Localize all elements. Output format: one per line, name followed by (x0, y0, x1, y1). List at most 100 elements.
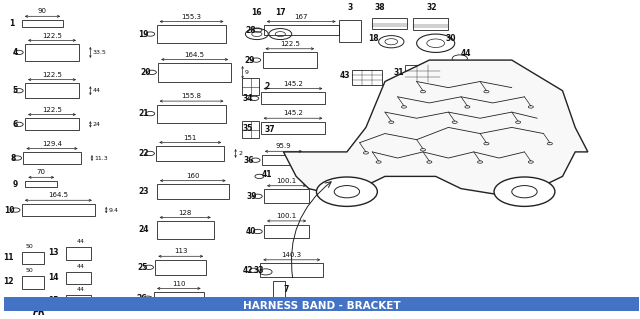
Text: 145.2: 145.2 (283, 81, 303, 87)
Bar (260, 263, 323, 277)
Text: 4: 4 (12, 48, 17, 57)
Text: 44: 44 (77, 239, 84, 244)
Text: 155.8: 155.8 (182, 93, 202, 99)
Text: 25: 25 (138, 263, 148, 272)
Bar (339, 20, 362, 42)
Text: 164.5: 164.5 (49, 192, 68, 198)
Bar (66, 272, 92, 284)
Text: 129.4: 129.4 (42, 141, 62, 147)
Text: 44: 44 (77, 287, 84, 292)
Bar (405, 65, 440, 82)
Text: 37: 37 (264, 125, 275, 134)
Bar (242, 78, 259, 95)
Text: STK4B0710G: STK4B0710G (584, 301, 629, 308)
Text: 3: 3 (348, 3, 353, 12)
Text: 128: 128 (179, 210, 192, 216)
Text: 17: 17 (275, 8, 285, 17)
Text: 9: 9 (245, 70, 249, 75)
Text: 100.1: 100.1 (276, 213, 297, 219)
Text: 110: 110 (172, 281, 186, 286)
Bar (262, 155, 305, 165)
Text: 20: 20 (140, 68, 150, 77)
Bar (66, 295, 92, 307)
Bar (242, 121, 259, 138)
Text: 6: 6 (12, 120, 17, 129)
Text: 44: 44 (461, 49, 472, 58)
Bar (4, 297, 639, 314)
Text: 22: 22 (138, 149, 148, 158)
Text: 2: 2 (264, 82, 269, 91)
Bar (264, 189, 309, 203)
Bar (273, 281, 285, 300)
Text: 50: 50 (26, 268, 34, 273)
Text: 18: 18 (368, 34, 379, 43)
Text: 164.5: 164.5 (185, 52, 205, 58)
Bar (413, 18, 449, 30)
Text: 151: 151 (184, 135, 197, 141)
Bar (156, 146, 224, 161)
Text: 32: 32 (426, 3, 436, 12)
Text: 13: 13 (48, 249, 58, 257)
Circle shape (512, 186, 537, 198)
Bar (156, 260, 206, 275)
Text: 40: 40 (246, 227, 257, 236)
Text: 11: 11 (3, 253, 14, 262)
Bar (264, 25, 339, 35)
Bar (157, 221, 214, 239)
Text: 24: 24 (93, 122, 101, 127)
Bar (352, 70, 383, 85)
Text: 140.3: 140.3 (282, 252, 302, 258)
Bar (372, 18, 407, 29)
Text: 14: 14 (48, 273, 58, 282)
Text: 8: 8 (10, 153, 16, 162)
PathPatch shape (284, 60, 588, 195)
Text: 33.5: 33.5 (93, 50, 107, 55)
Text: 70: 70 (36, 169, 45, 175)
Text: 24: 24 (138, 226, 149, 234)
Text: 15: 15 (48, 296, 58, 305)
Text: 16: 16 (252, 8, 262, 17)
Text: 29: 29 (244, 56, 255, 64)
Bar (25, 118, 79, 130)
Text: 122.5: 122.5 (280, 41, 300, 47)
Text: 19: 19 (138, 30, 149, 39)
Text: 155.3: 155.3 (182, 14, 202, 20)
Text: 9: 9 (13, 180, 18, 189)
Text: 1: 1 (9, 19, 14, 28)
Bar (25, 44, 79, 61)
Text: 43: 43 (340, 71, 350, 80)
Bar (157, 105, 227, 122)
Text: 38: 38 (374, 3, 385, 12)
Text: 26: 26 (136, 294, 147, 303)
Text: 12: 12 (3, 278, 14, 286)
Text: 34: 34 (243, 94, 253, 103)
Text: 5: 5 (12, 86, 17, 95)
Text: 11.3: 11.3 (95, 156, 108, 160)
Text: 10: 10 (4, 205, 14, 215)
Text: 9.4: 9.4 (109, 208, 119, 212)
Text: 95.9: 95.9 (276, 144, 291, 150)
Bar (22, 204, 95, 216)
Circle shape (494, 177, 555, 206)
Text: 28: 28 (246, 26, 256, 34)
Bar (66, 248, 92, 260)
Text: 35: 35 (243, 123, 253, 132)
Text: 21: 21 (138, 109, 149, 118)
Bar (22, 252, 44, 264)
Text: HARNESS BAND - BRACKET: HARNESS BAND - BRACKET (243, 300, 401, 311)
Text: 90: 90 (38, 9, 47, 14)
Bar (25, 83, 79, 98)
Bar (264, 225, 309, 238)
Text: 122.5: 122.5 (42, 33, 62, 39)
Text: 167: 167 (294, 14, 308, 20)
Text: 122.5: 122.5 (42, 72, 62, 78)
Bar (22, 277, 44, 289)
Text: 160: 160 (186, 173, 200, 179)
Circle shape (316, 177, 378, 206)
Bar (154, 292, 204, 304)
Bar (260, 92, 325, 104)
Text: 50: 50 (26, 244, 34, 249)
Text: FR: FR (33, 308, 46, 317)
Text: 23: 23 (139, 187, 149, 196)
Text: 122.5: 122.5 (42, 107, 62, 113)
